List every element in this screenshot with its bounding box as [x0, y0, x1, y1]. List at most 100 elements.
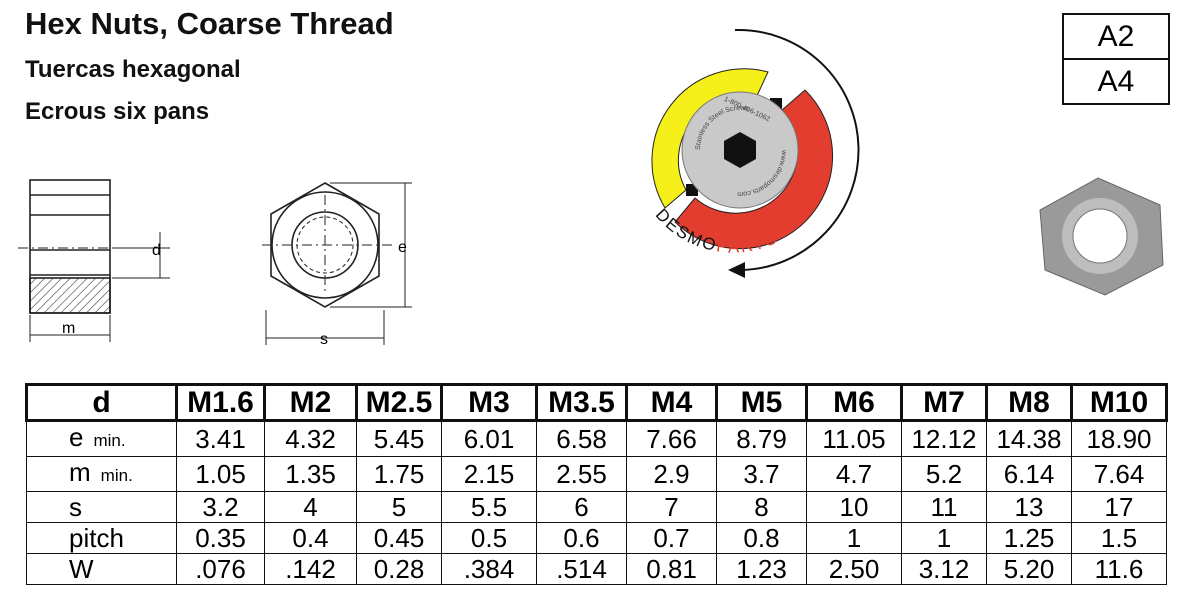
- cell: 4.7: [806, 456, 902, 492]
- cell: 4.32: [264, 420, 357, 457]
- grade: A2: [1097, 20, 1135, 53]
- cell: 0.5: [441, 522, 537, 554]
- title: Hex Nuts, Coarse Thread: [25, 6, 394, 41]
- cell: 6.58: [536, 420, 627, 457]
- cell: 10: [806, 491, 902, 523]
- cell: 1.5: [1071, 522, 1167, 554]
- cell: 1.75: [356, 456, 442, 492]
- cell: 6.14: [986, 456, 1072, 492]
- cell: 3.7: [716, 456, 807, 492]
- front-view: [262, 182, 412, 345]
- nut-photo: [1039, 177, 1164, 296]
- table-body: e min. 3.41 4.32 5.45 6.01 6.58 7.66 8.79 11.05 12…: [26, 420, 1167, 585]
- label: pitch: [69, 523, 124, 553]
- cell: 1: [901, 522, 987, 554]
- cell: 8.79: [716, 420, 807, 457]
- cell: .514: [536, 553, 627, 585]
- row-label: pitch: [26, 522, 177, 554]
- table-row: s 3.2 4 5 5.5 6 7 8 10 11 13 17: [26, 491, 1167, 523]
- cell: 2.50: [806, 553, 902, 585]
- label: m: [69, 457, 91, 487]
- cell: 7: [626, 491, 717, 523]
- subtitle: Ecrous six pans: [25, 98, 210, 125]
- cell: 11.05: [806, 420, 902, 457]
- dim-label: d: [152, 242, 161, 259]
- qualifier: min.: [93, 431, 126, 450]
- cell: 1.25: [986, 522, 1072, 554]
- grade: A4: [1064, 58, 1168, 103]
- dim-label: e: [398, 239, 407, 256]
- header-cell: M4: [625, 383, 718, 422]
- header-cell: M10: [1070, 383, 1168, 422]
- cell: 0.8: [716, 522, 807, 554]
- header-cell: d: [25, 383, 178, 422]
- cell: 5.45: [356, 420, 442, 457]
- cell: 6.01: [441, 420, 537, 457]
- cell: .076: [176, 553, 265, 585]
- header-cell: M3.5: [535, 383, 628, 422]
- subtitle: Tuercas hexagonal: [25, 56, 241, 83]
- side-view: [18, 179, 170, 342]
- header-cell: M1.6: [175, 383, 266, 422]
- cell: 18.90: [1071, 420, 1167, 457]
- cell: 8: [716, 491, 807, 523]
- cell: 0.35: [176, 522, 265, 554]
- header-cell: M8: [985, 383, 1073, 422]
- cell: .142: [264, 553, 357, 585]
- cell: 11: [901, 491, 987, 523]
- label: s: [69, 492, 82, 522]
- cell: 13: [986, 491, 1072, 523]
- cell: 4: [264, 491, 357, 523]
- cell: 0.45: [356, 522, 442, 554]
- table-row: e min. 3.41 4.32 5.45 6.01 6.58 7.66 8.79 11.05 12…: [26, 420, 1167, 457]
- header-cell: M6: [805, 383, 903, 422]
- header-cell: M2: [263, 383, 358, 422]
- grade-box: A2 A4: [1062, 13, 1170, 105]
- cell: 12.12: [901, 420, 987, 457]
- cell: 6: [536, 491, 627, 523]
- cell: 2.55: [536, 456, 627, 492]
- cell: 5: [356, 491, 442, 523]
- cell: 3.2: [176, 491, 265, 523]
- cell: 5.5: [441, 491, 537, 523]
- row-label: W: [26, 553, 177, 585]
- cell: 3.41: [176, 420, 265, 457]
- dim-label: s: [320, 331, 328, 348]
- cell: 2.9: [626, 456, 717, 492]
- cell: 3.12: [901, 553, 987, 585]
- cell: 0.4: [264, 522, 357, 554]
- header-cell: M7: [900, 383, 988, 422]
- row-label: e min.: [26, 420, 177, 457]
- cell: 5.20: [986, 553, 1072, 585]
- cell: 2.15: [441, 456, 537, 492]
- cell: 1: [806, 522, 902, 554]
- cell: 0.28: [356, 553, 442, 585]
- label: e: [69, 422, 84, 452]
- header-row: d M1.6 M2 M2.5 M3 M3.5 M4 M5 M6 M7 M8 M10: [25, 383, 1168, 422]
- dim-label: m: [62, 320, 75, 337]
- cell: .384: [441, 553, 537, 585]
- label: W: [69, 554, 94, 584]
- cell: 5.2: [901, 456, 987, 492]
- illustrations: d m e s Stainless Steel Screws 1-800-406…: [18, 28, 1164, 348]
- cell: 0.7: [626, 522, 717, 554]
- cell: 1.05: [176, 456, 265, 492]
- cell: 17: [1071, 491, 1167, 523]
- row-label: m min.: [26, 456, 177, 492]
- cell: 7.66: [626, 420, 717, 457]
- table-row: pitch 0.35 0.4 0.45 0.5 0.6 0.7 0.8 1 1 1.25 1.5: [26, 522, 1167, 554]
- cell: 0.81: [626, 553, 717, 585]
- cell: 1.23: [716, 553, 807, 585]
- spec-table: d M1.6 M2 M2.5 M3 M3.5 M4 M5 M6 M7 M8 M10 e min. 3.41…: [25, 383, 1168, 585]
- table-row: m min. 1.05 1.35 1.75 2.15 2.55 2.9 3.7 4.7 5.2 6.1…: [26, 456, 1167, 492]
- cell: 0.6: [536, 522, 627, 554]
- header-cell: M2.5: [355, 383, 443, 422]
- row-label: s: [26, 491, 177, 523]
- cell: 7.64: [1071, 456, 1167, 492]
- cell: 1.35: [264, 456, 357, 492]
- header-cell: M3: [440, 383, 538, 422]
- cell: 11.6: [1071, 553, 1167, 585]
- header-cell: M5: [715, 383, 808, 422]
- table-row: W .076.142 0.28.384.514 0.81 1.23 2.50 3.12 5.2…: [26, 553, 1167, 585]
